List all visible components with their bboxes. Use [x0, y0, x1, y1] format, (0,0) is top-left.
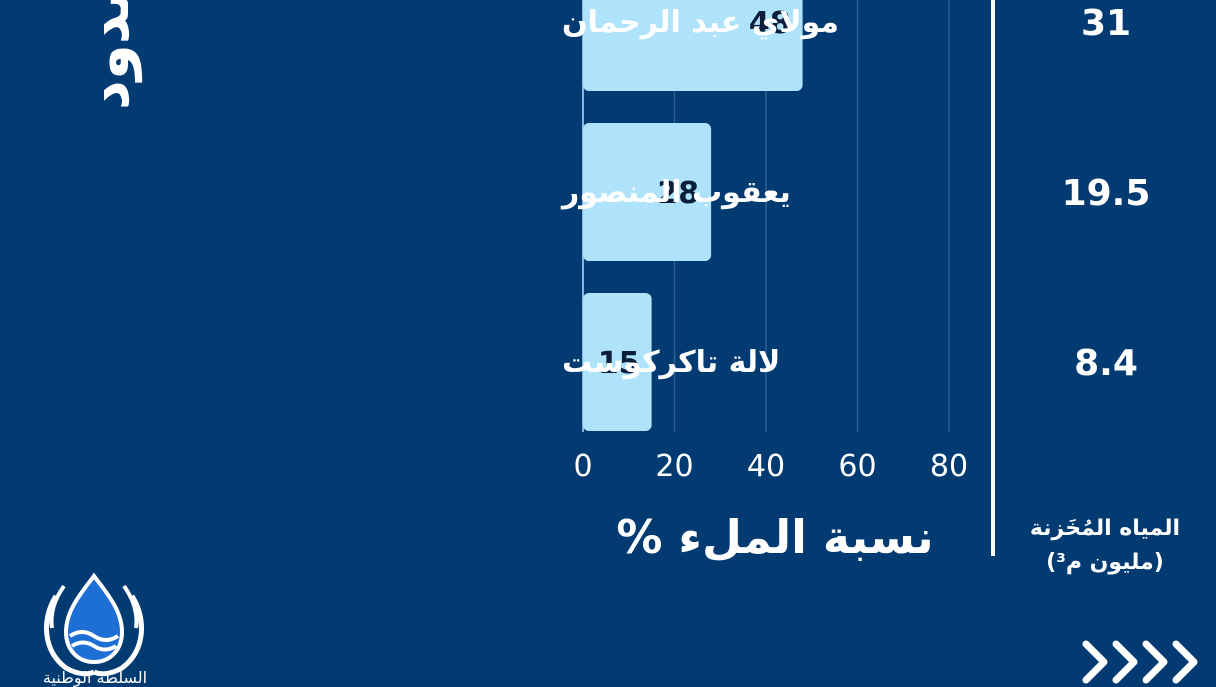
stored-water-value: 31 [1081, 3, 1131, 44]
divider-line [991, 0, 995, 556]
x-tick-label: 40 [747, 449, 785, 484]
x-tick-label: 0 [573, 449, 592, 484]
bar-value-label: 15 [598, 346, 640, 381]
x-axis-title: نسبة الملء % [616, 510, 934, 564]
stored-water-value: 8.4 [1074, 343, 1138, 384]
chevron-right-arrows-icon[interactable] [1080, 640, 1200, 684]
category-label: يعقوب المنصور [560, 175, 791, 210]
x-tick-label: 80 [930, 449, 968, 484]
category-label: لالة تاكركوست [562, 345, 780, 380]
logo-text: السلطة الوطنية [42, 668, 148, 687]
bar-value-label: 28 [657, 176, 699, 211]
stored-water-title-line2: (مليون م³) [1046, 550, 1164, 575]
bar [583, 0, 803, 91]
bar [583, 123, 712, 261]
stored-water-title: المياه المُخَزنة (مليون م³) [1000, 512, 1210, 580]
stored-water-value: 19.5 [1062, 173, 1151, 214]
bar-value-label: 48 [749, 6, 791, 41]
water-drop-hands-icon [44, 572, 144, 677]
stored-water-title-line1: المياه المُخَزنة [1029, 516, 1181, 541]
x-tick-label: 60 [838, 449, 876, 484]
category-label: مولاي عبد الرحمان [562, 5, 839, 40]
bar [583, 293, 652, 431]
x-tick-label: 20 [655, 449, 693, 484]
